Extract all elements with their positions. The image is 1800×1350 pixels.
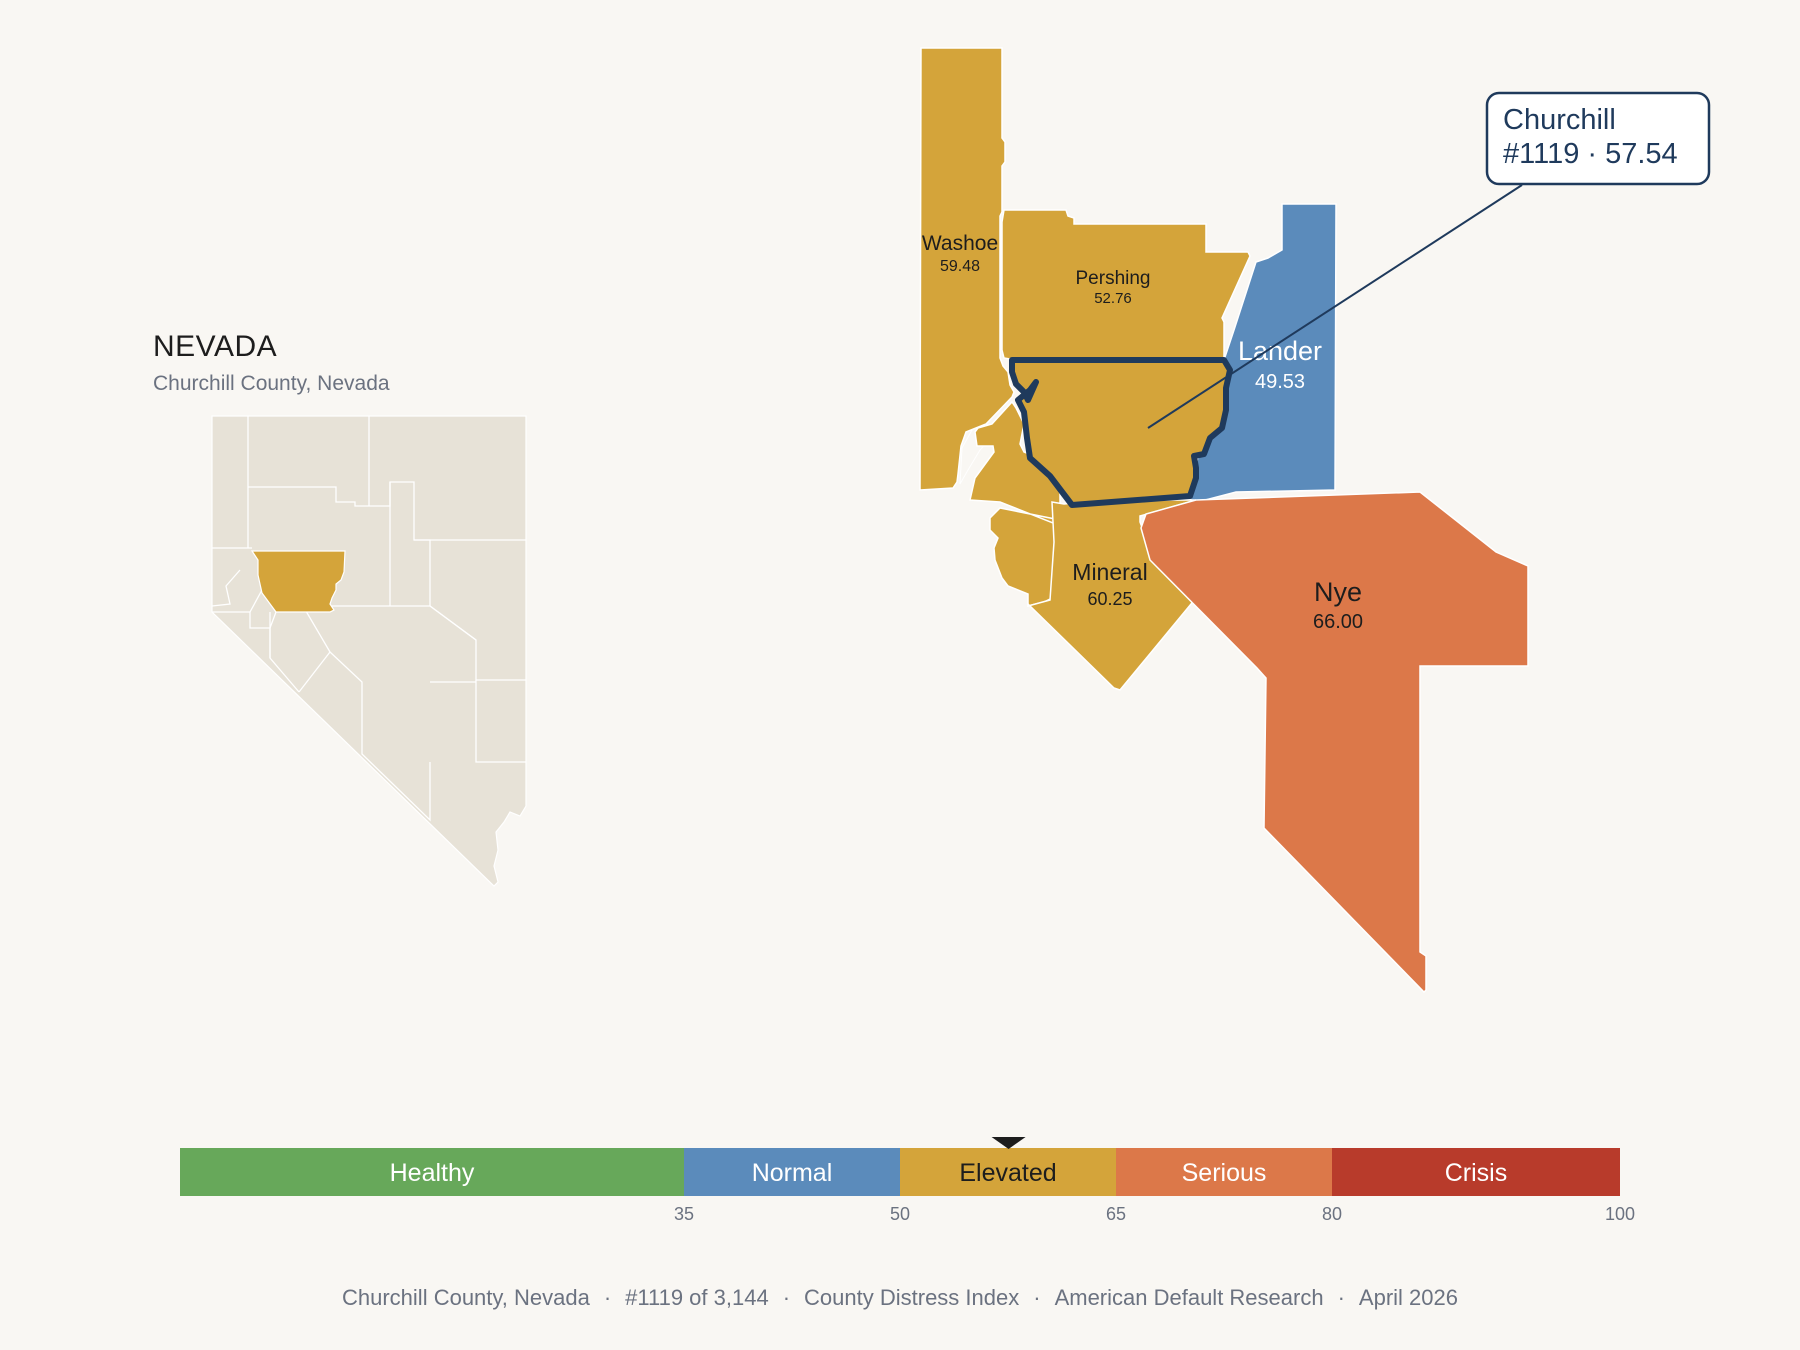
county-washoe[interactable] <box>919 47 1015 491</box>
legend-label-crisis: Crisis <box>1445 1159 1508 1187</box>
footer-rank: #1119 of 3,144 <box>625 1285 769 1310</box>
legend-band-crisis <box>1332 1148 1620 1196</box>
legend-band-normal <box>684 1148 900 1196</box>
county-churchill[interactable] <box>1009 357 1233 508</box>
nevada-inset-map <box>211 415 527 887</box>
county-labels: Washoe 59.48 Pershing 52.76 Lander 49.53… <box>922 232 1363 633</box>
label-washoe-name: Washoe <box>922 232 998 255</box>
label-nye-value: 66.00 <box>1313 611 1363 633</box>
county-nye[interactable] <box>1140 491 1529 994</box>
legend-band-elevated <box>900 1148 1116 1196</box>
label-pershing-name: Pershing <box>1076 268 1151 289</box>
legend-tick-65: 65 <box>1106 1204 1126 1224</box>
legend-label-healthy: Healthy <box>390 1159 475 1187</box>
nevada-state-shape <box>211 415 527 887</box>
inset-state-title: NEVADA <box>153 330 278 363</box>
legend-tick-50: 50 <box>890 1204 910 1224</box>
label-nye-name: Nye <box>1314 577 1362 607</box>
label-washoe-value: 59.48 <box>940 258 980 275</box>
legend-tick-35: 35 <box>674 1204 694 1224</box>
inset-churchill-highlight <box>250 550 346 613</box>
main-county-map <box>919 47 1529 994</box>
callout-rank-score: #1119 · 57.54 <box>1503 138 1678 170</box>
distress-legend-bar: Healthy Normal Elevated Serious Crisis 35 50 65… <box>180 1137 1635 1224</box>
footer-organization: American Default Research <box>1054 1285 1324 1310</box>
label-lander-value: 49.53 <box>1255 371 1305 393</box>
label-mineral-name: Mineral <box>1072 559 1147 585</box>
callout-county-name: Churchill <box>1503 104 1616 136</box>
footer-date: April 2026 <box>1358 1285 1458 1310</box>
label-mineral-value: 60.25 <box>1087 589 1132 609</box>
churchill-callout: Churchill #1119 · 57.54 <box>1147 91 1711 429</box>
callout-box <box>1485 91 1711 186</box>
legend-label-normal: Normal <box>752 1159 833 1187</box>
legend-band-serious <box>1116 1148 1332 1196</box>
legend-position-marker <box>991 1137 1026 1149</box>
inset-subtitle: Churchill County, Nevada <box>153 372 390 395</box>
legend-band-healthy <box>180 1148 684 1196</box>
legend-tick-80: 80 <box>1322 1204 1342 1224</box>
footer-index-name: County Distress Index <box>804 1285 1020 1310</box>
inset-county-borders <box>211 416 526 822</box>
legend-label-serious: Serious <box>1182 1159 1267 1187</box>
footer-county: Churchill County, Nevada <box>342 1285 590 1310</box>
footer-credits: Churchill County, Nevada · #1119 of 3,144 ·… <box>342 1285 1458 1310</box>
county-pershing[interactable] <box>1001 209 1251 361</box>
label-pershing-value: 52.76 <box>1094 290 1132 307</box>
callout-leader-line <box>1147 184 1523 429</box>
legend-label-elevated: Elevated <box>959 1159 1056 1187</box>
legend-tick-100: 100 <box>1605 1204 1635 1224</box>
